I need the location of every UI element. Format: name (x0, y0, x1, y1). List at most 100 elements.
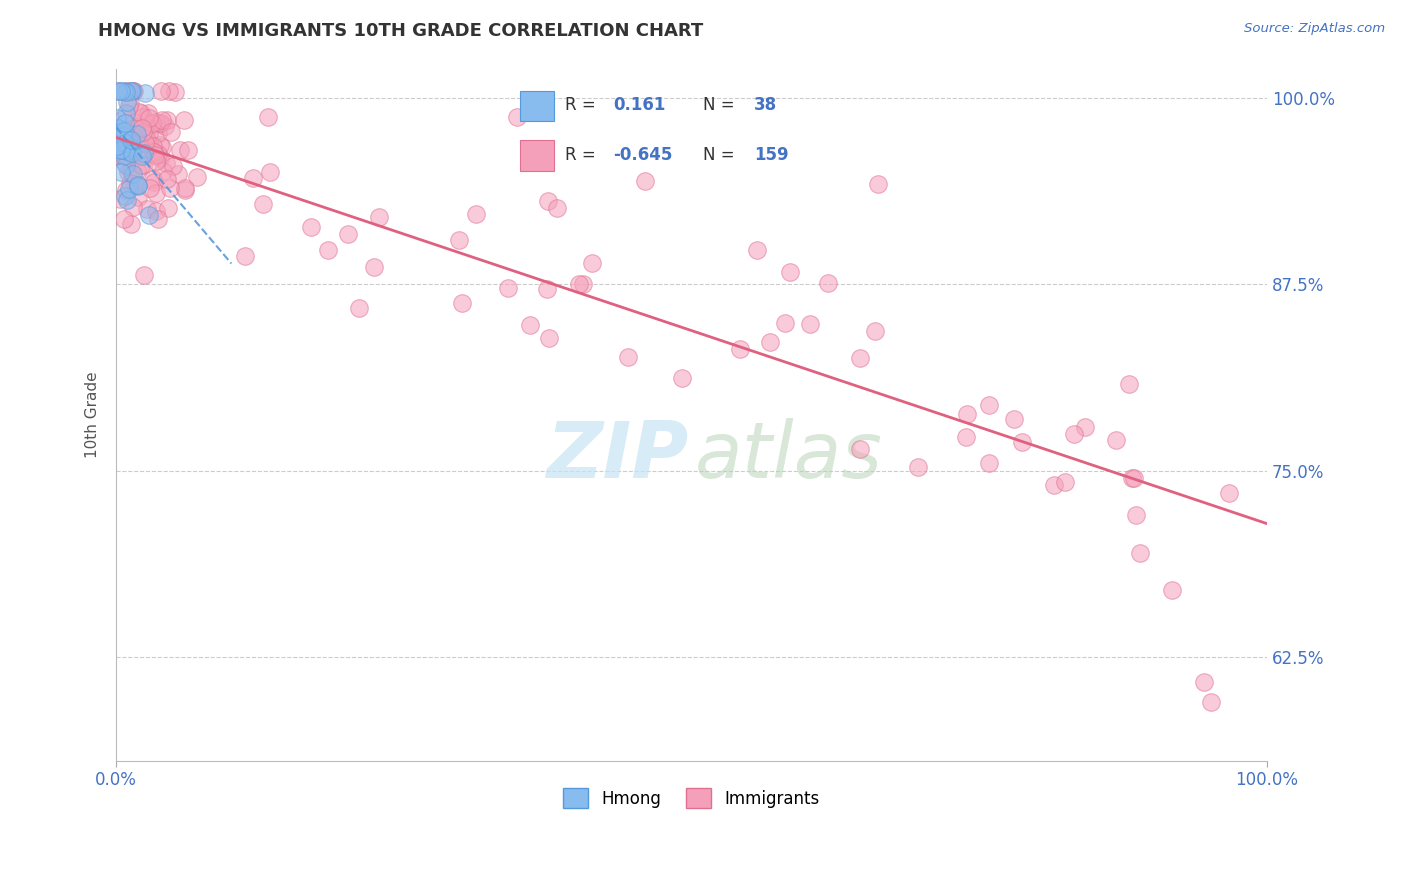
Text: N =: N = (703, 96, 740, 114)
Point (538, 331, 561, 345)
Point (1125, 508, 1147, 523)
Text: R =: R = (565, 145, 600, 163)
Point (112, 124, 135, 138)
Point (118, 85, 141, 99)
Point (546, 202, 568, 216)
Point (108, 141, 131, 155)
Point (145, 204, 167, 219)
Point (120, 218, 142, 232)
Point (633, 174, 655, 188)
Point (138, 208, 160, 222)
Point (153, 119, 176, 133)
Point (134, 136, 156, 150)
Point (131, 121, 153, 136)
Point (150, 139, 173, 153)
Point (1011, 434, 1033, 449)
Point (138, 127, 160, 141)
Point (118, 99, 141, 113)
Point (117, 165, 139, 179)
Point (111, 112, 134, 126)
Point (817, 277, 839, 291)
Point (112, 212, 135, 227)
Point (149, 151, 172, 165)
Point (136, 202, 159, 216)
Point (120, 132, 142, 146)
Point (1123, 471, 1146, 485)
Point (465, 207, 488, 221)
Point (107, 140, 129, 154)
Text: N =: N = (703, 145, 740, 163)
Point (163, 85, 186, 99)
Point (1218, 486, 1240, 500)
Point (1118, 377, 1140, 392)
Point (132, 110, 155, 124)
Point (128, 105, 150, 120)
Point (114, 158, 136, 172)
Point (537, 194, 560, 209)
Point (115, 183, 138, 197)
Point (111, 131, 134, 145)
Point (108, 84, 131, 98)
Point (112, 138, 135, 153)
Point (156, 201, 179, 215)
Point (110, 132, 132, 146)
Text: HMONG VS IMMIGRANTS 10TH GRADE CORRELATION CHART: HMONG VS IMMIGRANTS 10TH GRADE CORRELATI… (98, 22, 703, 40)
Point (107, 84, 129, 98)
Text: atlas: atlas (695, 418, 883, 494)
Point (143, 146, 166, 161)
Point (173, 112, 195, 127)
Point (1053, 475, 1076, 490)
Point (134, 146, 156, 161)
Point (118, 176, 141, 190)
Point (141, 116, 163, 130)
Point (977, 398, 1000, 412)
Point (299, 219, 322, 234)
Point (159, 125, 181, 139)
Point (167, 167, 190, 181)
Point (866, 178, 889, 192)
Point (107, 120, 129, 135)
Point (157, 84, 180, 98)
Point (112, 131, 135, 145)
Point (111, 128, 134, 143)
Text: 38: 38 (754, 96, 778, 114)
Point (174, 181, 197, 195)
Point (142, 117, 165, 131)
Point (907, 460, 929, 475)
Point (134, 147, 156, 161)
Point (506, 111, 529, 125)
Point (156, 172, 179, 186)
Point (1074, 420, 1097, 434)
Point (779, 265, 801, 279)
Point (149, 116, 172, 130)
Point (186, 170, 208, 185)
Point (775, 316, 797, 330)
Point (110, 84, 132, 98)
Text: R =: R = (565, 96, 600, 114)
Bar (520, 140, 554, 170)
Point (173, 183, 195, 197)
Point (1129, 545, 1152, 559)
Point (150, 84, 173, 98)
Point (156, 113, 179, 128)
Point (759, 334, 782, 349)
Point (139, 181, 162, 195)
Point (141, 144, 163, 158)
Point (107, 111, 129, 125)
Point (159, 181, 181, 195)
Point (169, 144, 191, 158)
Point (114, 136, 136, 151)
Point (233, 249, 256, 263)
Point (110, 144, 132, 158)
Point (1105, 433, 1128, 447)
Point (571, 277, 593, 292)
Text: 159: 159 (754, 145, 789, 163)
Point (142, 145, 165, 160)
Point (671, 371, 693, 385)
Point (122, 84, 145, 98)
Point (956, 408, 979, 422)
Bar (520, 91, 554, 121)
Point (863, 324, 886, 338)
Point (146, 126, 169, 140)
Point (125, 134, 148, 148)
